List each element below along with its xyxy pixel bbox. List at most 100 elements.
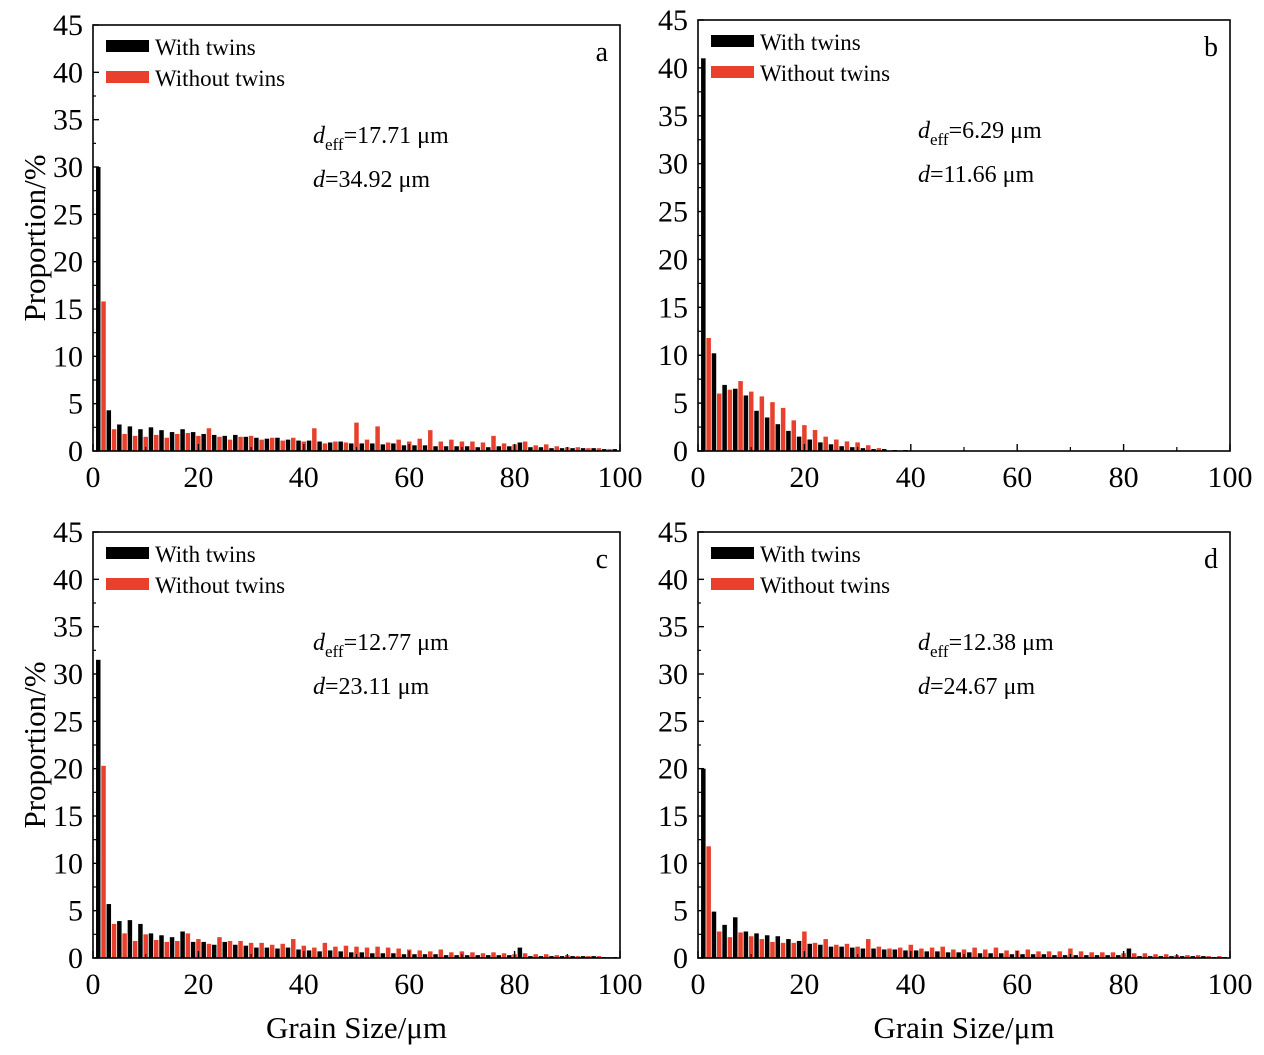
bar bbox=[201, 941, 206, 958]
legend-label: Without twins bbox=[155, 573, 285, 598]
bar bbox=[370, 953, 375, 958]
bar bbox=[607, 449, 612, 451]
y-tick-label: 30 bbox=[658, 658, 688, 691]
bar bbox=[839, 946, 844, 958]
bar bbox=[935, 951, 940, 958]
bar bbox=[190, 432, 196, 451]
bar bbox=[122, 433, 127, 451]
bar bbox=[1030, 954, 1036, 958]
bar bbox=[913, 950, 919, 958]
bar bbox=[285, 947, 291, 958]
bar bbox=[786, 430, 791, 451]
bar bbox=[254, 947, 259, 958]
bar bbox=[559, 956, 565, 958]
bar bbox=[154, 434, 159, 451]
y-tick-label: 15 bbox=[658, 291, 688, 324]
legend-label: Without twins bbox=[155, 66, 285, 91]
bar bbox=[802, 931, 807, 958]
deff-value: =12.77 μm bbox=[344, 630, 449, 656]
bar bbox=[159, 935, 164, 958]
bar bbox=[575, 447, 581, 451]
bar bbox=[317, 441, 322, 451]
y-tick-label: 25 bbox=[53, 705, 83, 738]
bar bbox=[464, 446, 470, 451]
bar bbox=[1163, 954, 1169, 958]
bar bbox=[1131, 953, 1137, 958]
bar bbox=[475, 955, 480, 958]
x-tick-label: 40 bbox=[896, 461, 926, 494]
bar bbox=[196, 435, 201, 451]
bar bbox=[185, 433, 191, 451]
bar bbox=[354, 422, 359, 451]
series-with-twins bbox=[96, 167, 617, 451]
bar bbox=[401, 445, 407, 451]
y-tick-label: 5 bbox=[68, 895, 83, 928]
bar bbox=[881, 949, 887, 958]
bar bbox=[711, 911, 717, 958]
bar bbox=[865, 445, 871, 451]
bar bbox=[591, 448, 596, 451]
chart-panel-b: 0 5 10 15 20 25 30 35 40 45 0 20 40 60 80 100 With twins… bbox=[658, 4, 1253, 494]
y-tick-label: 25 bbox=[658, 705, 688, 738]
y-tick-label: 0 bbox=[68, 435, 83, 468]
deff-annotation: deff=12.38 μm bbox=[918, 630, 1054, 661]
panel-letter: d bbox=[1204, 544, 1218, 575]
bar bbox=[412, 954, 417, 958]
bar bbox=[993, 947, 999, 958]
bar bbox=[1100, 952, 1105, 958]
legend-label: Without twins bbox=[760, 61, 890, 86]
bar bbox=[871, 948, 876, 958]
bar bbox=[138, 923, 143, 958]
y-tick-label: 15 bbox=[658, 800, 688, 833]
bar bbox=[796, 940, 802, 958]
bar bbox=[143, 436, 148, 451]
bar bbox=[291, 437, 296, 451]
y-tick-label: 5 bbox=[673, 895, 688, 928]
deff-subscript: eff bbox=[325, 135, 344, 154]
bar bbox=[711, 353, 717, 451]
bar bbox=[222, 435, 227, 451]
x-tick-label: 80 bbox=[500, 968, 530, 1001]
y-tick-label: 0 bbox=[68, 942, 83, 975]
bar bbox=[1036, 951, 1041, 958]
bar bbox=[1179, 956, 1185, 958]
bar bbox=[175, 940, 180, 958]
bar bbox=[807, 943, 812, 958]
bar bbox=[486, 447, 491, 451]
d-annotation: d=11.66 μm bbox=[918, 162, 1035, 188]
bar bbox=[348, 952, 354, 958]
bar bbox=[222, 941, 227, 958]
bar bbox=[738, 932, 743, 958]
bar bbox=[517, 947, 523, 958]
bar bbox=[101, 301, 106, 451]
deff-annotation: deff=12.77 μm bbox=[313, 630, 449, 661]
bar bbox=[1195, 955, 1201, 958]
bar bbox=[1025, 949, 1031, 958]
d-value: =24.67 μm bbox=[930, 674, 1035, 700]
bar bbox=[1057, 951, 1063, 958]
bar bbox=[233, 434, 238, 451]
bar bbox=[865, 939, 871, 958]
bar bbox=[533, 954, 538, 958]
bar bbox=[780, 942, 786, 958]
bar bbox=[860, 448, 866, 451]
bar bbox=[528, 956, 533, 958]
bar bbox=[428, 430, 433, 451]
bar bbox=[343, 945, 349, 958]
bar bbox=[122, 933, 127, 958]
bar bbox=[727, 389, 733, 451]
bar bbox=[828, 444, 834, 451]
y-tick-label: 10 bbox=[658, 847, 688, 880]
x-tick-label: 80 bbox=[1109, 461, 1139, 494]
bar bbox=[338, 951, 343, 958]
bar bbox=[164, 941, 170, 958]
bar bbox=[106, 410, 112, 451]
bar bbox=[834, 439, 839, 451]
bar bbox=[175, 433, 180, 451]
bar bbox=[706, 337, 711, 451]
bar bbox=[322, 443, 328, 451]
bar bbox=[812, 429, 818, 451]
legend-swatch bbox=[711, 35, 754, 47]
panel-letter: c bbox=[596, 544, 608, 575]
y-tick-label: 30 bbox=[53, 658, 83, 691]
